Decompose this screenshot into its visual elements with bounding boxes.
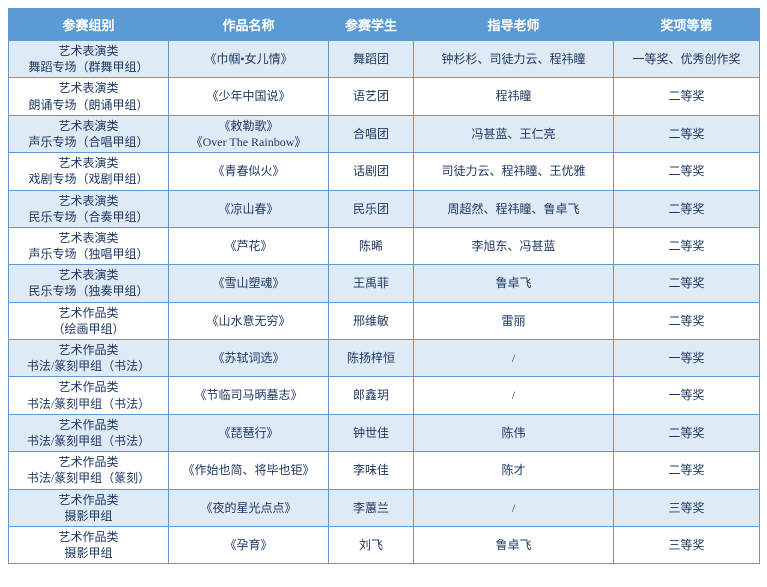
cell-work: 《山水意无穷》 (169, 302, 329, 339)
cell-teacher: 陈才 (414, 452, 614, 489)
table-row: 艺术表演类声乐专场（独唱甲组）《芦花》陈晞李旭东、冯甚蓝二等奖 (9, 227, 760, 264)
cell-student: 语艺团 (329, 78, 414, 115)
cell-student: 刘飞 (329, 526, 414, 563)
cell-work: 《雪山塑魂》 (169, 265, 329, 302)
cell-award: 一等奖、优秀创作奖 (614, 41, 760, 78)
cell-award: 三等奖 (614, 489, 760, 526)
table-row: 艺术作品类书法/篆刻甲组（书法）《琵琶行》钟世佳陈伟二等奖 (9, 414, 760, 451)
table-row: 艺术表演类舞蹈专场（群舞甲组）《巾帼•女儿情》舞蹈团钟杉杉、司徒力云、程祎瞳一等… (9, 41, 760, 78)
cell-award: 二等奖 (614, 452, 760, 489)
cell-work: 《敕勒歌》《Over The Rainbow》 (169, 115, 329, 152)
cell-student: 舞蹈团 (329, 41, 414, 78)
cell-work: 《芦花》 (169, 227, 329, 264)
cell-award: 二等奖 (614, 153, 760, 190)
cell-category: 艺术表演类民乐专场（合奏甲组） (9, 190, 169, 227)
cell-category: 艺术作品类（绘画甲组） (9, 302, 169, 339)
cell-work: 《作始也简、将毕也钜》 (169, 452, 329, 489)
cell-category: 艺术作品类摄影甲组 (9, 489, 169, 526)
cell-student: 钟世佳 (329, 414, 414, 451)
cell-student: 合唱团 (329, 115, 414, 152)
cell-student: 话剧团 (329, 153, 414, 190)
cell-student: 陈晞 (329, 227, 414, 264)
cell-work: 《节临司马昞墓志》 (169, 377, 329, 414)
table-row: 艺术表演类声乐专场（合唱甲组）《敕勒歌》《Over The Rainbow》合唱… (9, 115, 760, 152)
cell-teacher: 鲁卓飞 (414, 265, 614, 302)
cell-student: 邢维敏 (329, 302, 414, 339)
cell-teacher: 冯甚蓝、王仁亮 (414, 115, 614, 152)
cell-category: 艺术表演类声乐专场（合唱甲组） (9, 115, 169, 152)
table-row: 艺术作品类摄影甲组《夜的星光点点》李蕙兰/三等奖 (9, 489, 760, 526)
cell-teacher: 钟杉杉、司徒力云、程祎瞳 (414, 41, 614, 78)
table-row: 艺术表演类民乐专场（独奏甲组）《雪山塑魂》王禹菲鲁卓飞二等奖 (9, 265, 760, 302)
cell-award: 二等奖 (614, 227, 760, 264)
col-header-2: 参赛学生 (329, 9, 414, 41)
cell-category: 艺术表演类声乐专场（独唱甲组） (9, 227, 169, 264)
col-header-4: 奖项等第 (614, 9, 760, 41)
cell-teacher: 司徒力云、程祎瞳、王优雅 (414, 153, 614, 190)
cell-teacher: 雷丽 (414, 302, 614, 339)
cell-work: 《夜的星光点点》 (169, 489, 329, 526)
cell-award: 二等奖 (614, 265, 760, 302)
cell-teacher: 陈伟 (414, 414, 614, 451)
cell-category: 艺术作品类摄影甲组 (9, 526, 169, 563)
cell-student: 李蕙兰 (329, 489, 414, 526)
table-row: 艺术表演类朗诵专场（朗诵甲组）《少年中国说》语艺团程祎瞳二等奖 (9, 78, 760, 115)
col-header-1: 作品名称 (169, 9, 329, 41)
cell-category: 艺术作品类书法/篆刻甲组（书法） (9, 414, 169, 451)
cell-award: 二等奖 (614, 302, 760, 339)
cell-award: 一等奖 (614, 377, 760, 414)
table-row: 艺术作品类摄影甲组《孕育》刘飞鲁卓飞三等奖 (9, 526, 760, 563)
table-header-row: 参赛组别作品名称参赛学生指导老师奖项等第 (9, 9, 760, 41)
cell-work: 《凉山春》 (169, 190, 329, 227)
awards-table: 参赛组别作品名称参赛学生指导老师奖项等第 艺术表演类舞蹈专场（群舞甲组）《巾帼•… (8, 8, 760, 564)
cell-work: 《少年中国说》 (169, 78, 329, 115)
cell-teacher: 周超然、程祎瞳、鲁卓飞 (414, 190, 614, 227)
cell-award: 二等奖 (614, 190, 760, 227)
cell-category: 艺术作品类书法/篆刻甲组（篆刻） (9, 452, 169, 489)
table-row: 艺术表演类民乐专场（合奏甲组）《凉山春》民乐团周超然、程祎瞳、鲁卓飞二等奖 (9, 190, 760, 227)
cell-teacher: 鲁卓飞 (414, 526, 614, 563)
cell-teacher: 李旭东、冯甚蓝 (414, 227, 614, 264)
cell-teacher: / (414, 377, 614, 414)
col-header-3: 指导老师 (414, 9, 614, 41)
cell-work: 《巾帼•女儿情》 (169, 41, 329, 78)
cell-work: 《孕育》 (169, 526, 329, 563)
cell-award: 三等奖 (614, 526, 760, 563)
cell-category: 艺术作品类书法/篆刻甲组（书法） (9, 377, 169, 414)
cell-student: 陈扬梓恒 (329, 340, 414, 377)
cell-teacher: / (414, 489, 614, 526)
cell-work: 《青春似火》 (169, 153, 329, 190)
cell-category: 艺术表演类戏剧专场（戏剧甲组） (9, 153, 169, 190)
cell-student: 李味佳 (329, 452, 414, 489)
cell-award: 二等奖 (614, 414, 760, 451)
cell-category: 艺术表演类民乐专场（独奏甲组） (9, 265, 169, 302)
cell-work: 《苏轼词选》 (169, 340, 329, 377)
cell-student: 郎鑫玥 (329, 377, 414, 414)
cell-award: 一等奖 (614, 340, 760, 377)
table-row: 艺术作品类书法/篆刻甲组（篆刻）《作始也简、将毕也钜》李味佳陈才二等奖 (9, 452, 760, 489)
cell-category: 艺术表演类舞蹈专场（群舞甲组） (9, 41, 169, 78)
cell-category: 艺术作品类书法/篆刻甲组（书法） (9, 340, 169, 377)
table-row: 艺术作品类书法/篆刻甲组（书法）《节临司马昞墓志》郎鑫玥/一等奖 (9, 377, 760, 414)
table-row: 艺术作品类书法/篆刻甲组（书法）《苏轼词选》陈扬梓恒/一等奖 (9, 340, 760, 377)
cell-category: 艺术表演类朗诵专场（朗诵甲组） (9, 78, 169, 115)
cell-work: 《琵琶行》 (169, 414, 329, 451)
cell-student: 王禹菲 (329, 265, 414, 302)
cell-student: 民乐团 (329, 190, 414, 227)
cell-teacher: / (414, 340, 614, 377)
cell-award: 二等奖 (614, 78, 760, 115)
cell-award: 二等奖 (614, 115, 760, 152)
cell-teacher: 程祎瞳 (414, 78, 614, 115)
col-header-0: 参赛组别 (9, 9, 169, 41)
table-row: 艺术作品类（绘画甲组）《山水意无穷》邢维敏雷丽二等奖 (9, 302, 760, 339)
table-row: 艺术表演类戏剧专场（戏剧甲组）《青春似火》话剧团司徒力云、程祎瞳、王优雅二等奖 (9, 153, 760, 190)
